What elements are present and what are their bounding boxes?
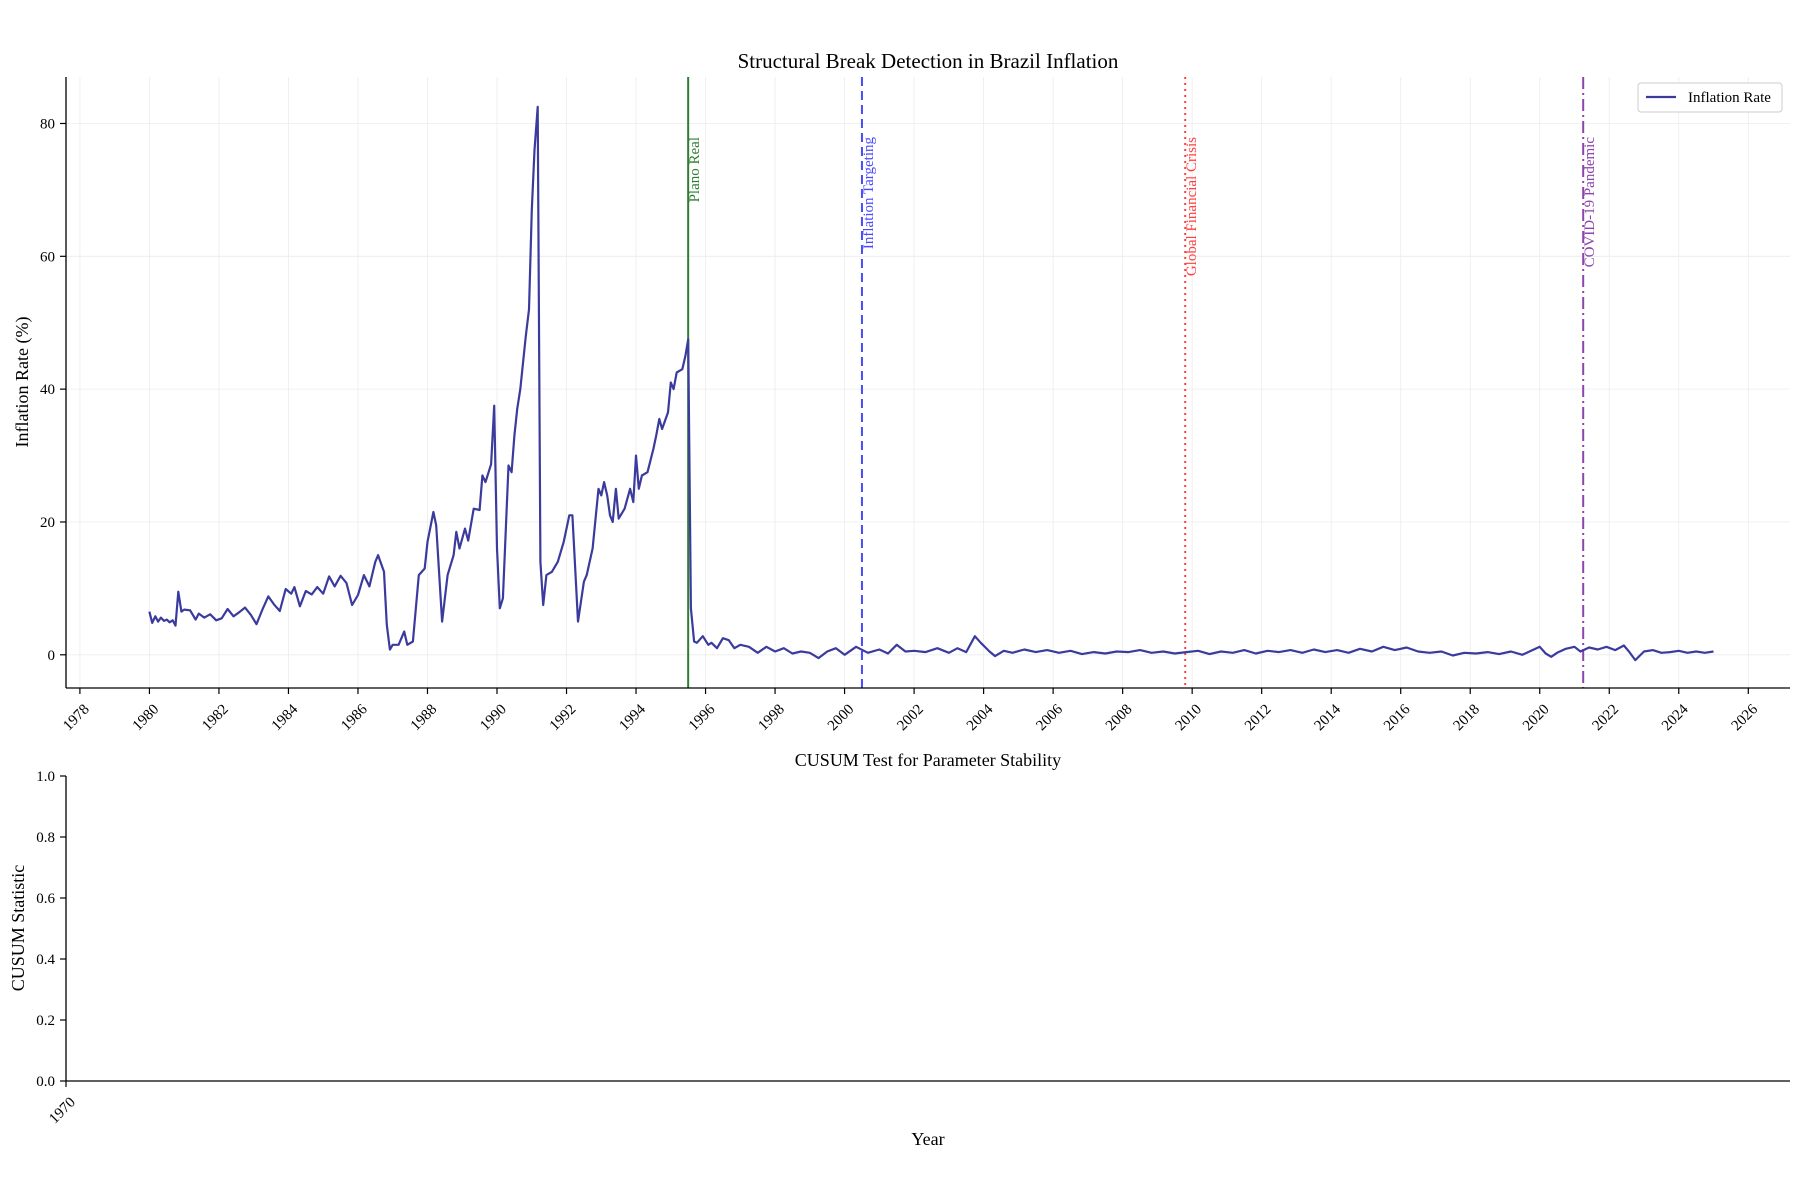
x-tick-label: 1970 <box>46 1095 79 1128</box>
x-tick-label: 2010 <box>1172 702 1205 735</box>
inflation-chart-title: Structural Break Detection in Brazil Inf… <box>738 49 1119 73</box>
x-tick-label: 2000 <box>825 702 858 735</box>
y-tick-label: 0.0 <box>36 1074 55 1090</box>
x-tick-label: 2016 <box>1381 701 1414 734</box>
inflation-grid <box>66 77 1790 688</box>
x-tick-label: 1978 <box>60 702 93 735</box>
x-tick-label: 1990 <box>477 702 510 735</box>
x-tick-label: 2024 <box>1659 701 1692 734</box>
x-tick-label: 2026 <box>1729 701 1762 734</box>
y-tick-label: 0.4 <box>36 952 55 968</box>
y-tick-label: 60 <box>40 249 55 265</box>
x-tick-label: 1992 <box>547 702 580 735</box>
x-tick-label: 1986 <box>338 701 371 734</box>
x-tick-label: 1994 <box>616 701 649 734</box>
legend-box <box>1637 82 1783 113</box>
break-label: Inflation Targeting <box>861 137 877 250</box>
x-tick-label: 2004 <box>964 701 997 734</box>
break-label: Global Financial Crisis <box>1184 137 1200 276</box>
x-tick-label: 2002 <box>894 702 927 735</box>
inflation-panel: Plano Real Inflation Targeting Global Fina… <box>12 49 1790 734</box>
cusum-y-ticks: 0.0 0.2 0.4 0.6 0.8 1.0 <box>36 769 66 1090</box>
x-tick-label: 2022 <box>1590 702 1623 735</box>
x-tick-label: 2014 <box>1311 701 1344 734</box>
y-tick-label: 80 <box>40 116 55 132</box>
x-tick-label: 1998 <box>755 702 788 735</box>
break-label: COVID-19 Pandemic <box>1582 137 1598 268</box>
x-tick-label: 2012 <box>1242 702 1275 735</box>
x-tick-label: 2018 <box>1451 702 1484 735</box>
inflation-y-axis-label: Inflation Rate (%) <box>12 317 33 448</box>
y-tick-label: 0 <box>48 648 56 664</box>
x-tick-label: 1984 <box>269 701 302 734</box>
inflation-rate-line <box>148 105 1714 662</box>
legend-label: Inflation Rate <box>1688 90 1771 106</box>
inflation-y-ticks: 0 20 40 60 80 <box>40 116 66 664</box>
x-tick-label: 2008 <box>1103 702 1136 735</box>
y-tick-label: 0.2 <box>36 1013 55 1029</box>
x-tick-label: 1980 <box>130 702 163 735</box>
cusum-panel: 0.0 0.2 0.4 0.6 0.8 1.0 1970 CUSUM Test for P… <box>8 750 1790 1149</box>
y-tick-label: 0.6 <box>36 891 55 907</box>
x-tick-label: 2006 <box>1033 701 1066 734</box>
legend: Inflation Rate <box>1637 82 1783 113</box>
y-tick-label: 1.0 <box>36 769 55 785</box>
break-markers: Plano Real Inflation Targeting Global Fina… <box>687 77 1598 688</box>
break-label: Plano Real <box>687 137 703 202</box>
x-tick-label: 1982 <box>199 702 232 735</box>
cusum-chart-title: CUSUM Test for Parameter Stability <box>795 750 1061 770</box>
x-tick-label: 1996 <box>686 701 719 734</box>
cusum-x-axis-label: Year <box>911 1129 944 1149</box>
x-tick-label: 1988 <box>408 702 441 735</box>
y-tick-label: 40 <box>40 382 55 398</box>
inflation-x-ticks: 1978 1980 1982 1984 1986 1988 1990 1992 1994 1996… <box>60 688 1761 734</box>
x-tick-label: 2020 <box>1520 702 1553 735</box>
cusum-y-axis-label: CUSUM Statistic <box>8 865 28 992</box>
y-tick-label: 0.8 <box>36 830 55 846</box>
y-tick-label: 20 <box>40 515 55 531</box>
